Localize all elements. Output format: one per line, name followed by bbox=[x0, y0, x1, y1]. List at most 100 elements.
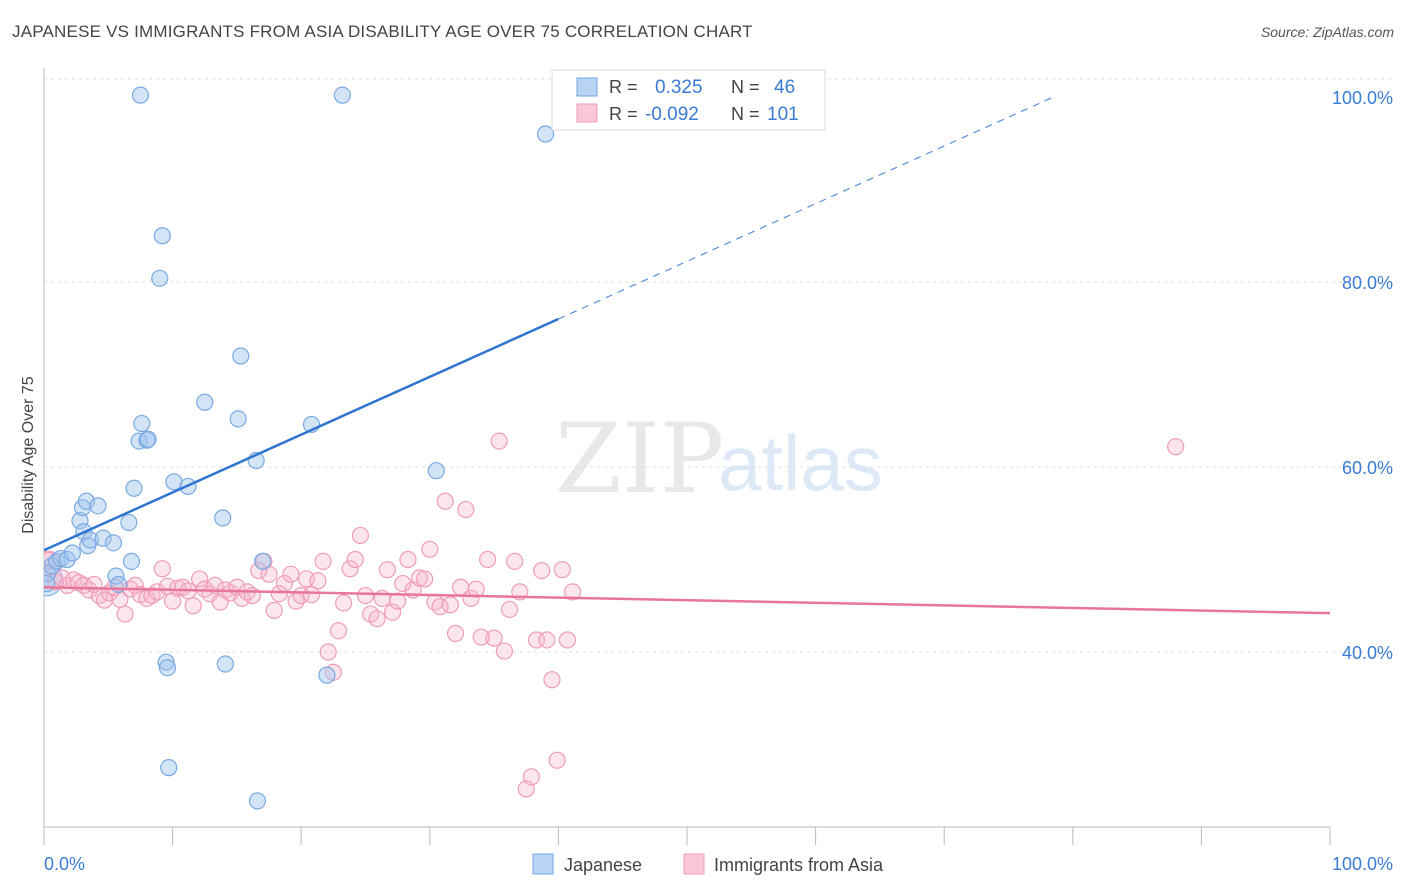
japanese-point bbox=[81, 531, 99, 549]
asia-point bbox=[191, 570, 209, 588]
japanese-point bbox=[94, 529, 112, 547]
asia-point bbox=[383, 603, 402, 621]
legend-n-value-1: 46 bbox=[774, 77, 795, 98]
legend: R = 0.325 N = 46 R = -0.092 N = 101 bbox=[551, 69, 826, 131]
japanese-point bbox=[216, 655, 234, 673]
legend-r-label-2: R = bbox=[609, 104, 638, 124]
legend-swatch-asia bbox=[576, 103, 598, 123]
bottom-legend: Japanese Immigrants from Asia bbox=[532, 853, 884, 875]
japanese-point bbox=[160, 759, 178, 777]
asia-point bbox=[153, 560, 171, 578]
asia-point bbox=[265, 601, 283, 619]
asia-point bbox=[314, 552, 332, 570]
asia-point bbox=[346, 550, 364, 569]
bottom-legend-asia: Immigrants from Asia bbox=[714, 855, 884, 875]
asia-point bbox=[164, 592, 182, 610]
legend-swatch-japanese bbox=[576, 77, 598, 97]
japanese-trend-line bbox=[43, 317, 559, 552]
japanese-point bbox=[427, 462, 445, 480]
japanese-point bbox=[120, 513, 138, 532]
asia-point bbox=[250, 561, 268, 580]
source-credit: Source: ZipAtlas.com bbox=[1260, 24, 1394, 40]
japanese-point bbox=[254, 552, 272, 570]
x-tick-label: 100.0% bbox=[1332, 854, 1393, 874]
japanese-point bbox=[138, 431, 156, 449]
y-tick-label: 60.0% bbox=[1342, 458, 1393, 478]
asia-point bbox=[506, 552, 524, 570]
gridlines bbox=[44, 78, 1395, 653]
asia-point bbox=[243, 586, 261, 605]
asia-point bbox=[368, 610, 386, 628]
japanese-point bbox=[318, 666, 336, 684]
bottom-legend-japanese: Japanese bbox=[564, 855, 642, 875]
asia-point bbox=[399, 550, 417, 569]
asia-point bbox=[394, 574, 412, 593]
asia-point bbox=[548, 751, 566, 769]
asia-point bbox=[329, 622, 348, 640]
scatter-points bbox=[44, 86, 1185, 810]
x-tick-label: 0.0% bbox=[44, 854, 85, 874]
legend-r-value-1: 0.325 bbox=[655, 77, 703, 98]
asia-point bbox=[441, 596, 459, 614]
japanese-point bbox=[536, 125, 555, 143]
asia-point bbox=[341, 560, 359, 578]
japanese-point bbox=[157, 653, 175, 671]
asia-point bbox=[169, 579, 187, 597]
asia-point bbox=[335, 594, 353, 612]
asia-point bbox=[543, 671, 561, 689]
chart-title: JAPANESE VS IMMIGRANTS FROM ASIA DISABIL… bbox=[12, 22, 753, 41]
bottom-legend-swatch-asia bbox=[683, 853, 705, 875]
asia-point bbox=[490, 432, 508, 450]
asia-point bbox=[416, 570, 434, 588]
legend-n-label-2: N = bbox=[731, 104, 760, 124]
japanese-point bbox=[63, 544, 81, 562]
legend-n-value-2: 101 bbox=[767, 104, 799, 125]
trend-lines bbox=[43, 96, 1331, 615]
asia-point bbox=[184, 597, 202, 615]
legend-r-value-2: -0.092 bbox=[645, 104, 699, 125]
asia-point bbox=[116, 605, 134, 623]
asia-point bbox=[436, 492, 454, 510]
axes bbox=[43, 68, 1331, 845]
japanese-point bbox=[165, 473, 183, 491]
asia-point bbox=[538, 631, 556, 649]
asia-point bbox=[410, 569, 429, 587]
y-tick-label: 100.0% bbox=[1332, 88, 1393, 108]
japanese-point bbox=[122, 552, 141, 570]
japanese-point bbox=[232, 347, 250, 365]
japanese-point bbox=[133, 414, 151, 433]
japanese-point bbox=[153, 227, 171, 245]
asia-point bbox=[553, 561, 571, 579]
x-tick-labels: 0.0% 100.0% bbox=[44, 854, 1393, 874]
japanese-point bbox=[104, 534, 123, 552]
asia-point bbox=[270, 585, 288, 603]
japanese-point bbox=[151, 269, 169, 287]
japanese-point bbox=[248, 792, 267, 810]
asia-point bbox=[446, 624, 465, 643]
asia-point bbox=[457, 500, 475, 519]
asia-point bbox=[462, 589, 480, 607]
asia-point bbox=[282, 565, 300, 583]
japanese-point bbox=[139, 430, 157, 448]
asia-point bbox=[351, 526, 369, 545]
japanese-point bbox=[71, 512, 89, 530]
asia-point bbox=[421, 540, 439, 558]
legend-r-label-1: R = bbox=[609, 77, 638, 97]
japanese-point bbox=[89, 497, 107, 515]
asia-point bbox=[558, 631, 577, 649]
japanese-point bbox=[196, 393, 214, 411]
y-tick-label: 40.0% bbox=[1342, 643, 1393, 663]
japanese-point bbox=[158, 659, 177, 677]
watermark-zip: ZIP bbox=[555, 403, 724, 515]
asia-point bbox=[1167, 438, 1185, 456]
y-axis-label: Disability Age Over 75 bbox=[20, 376, 37, 534]
asia-point bbox=[309, 572, 327, 590]
asia-point bbox=[500, 600, 519, 619]
bottom-legend-swatch-japanese bbox=[532, 853, 554, 875]
japanese-point bbox=[44, 574, 56, 593]
y-tick-labels: 40.0% 60.0% 80.0% 100.0% bbox=[1332, 88, 1393, 663]
asia-trend-line bbox=[43, 586, 1331, 615]
asia-point bbox=[472, 628, 490, 646]
legend-n-label-1: N = bbox=[731, 77, 760, 97]
